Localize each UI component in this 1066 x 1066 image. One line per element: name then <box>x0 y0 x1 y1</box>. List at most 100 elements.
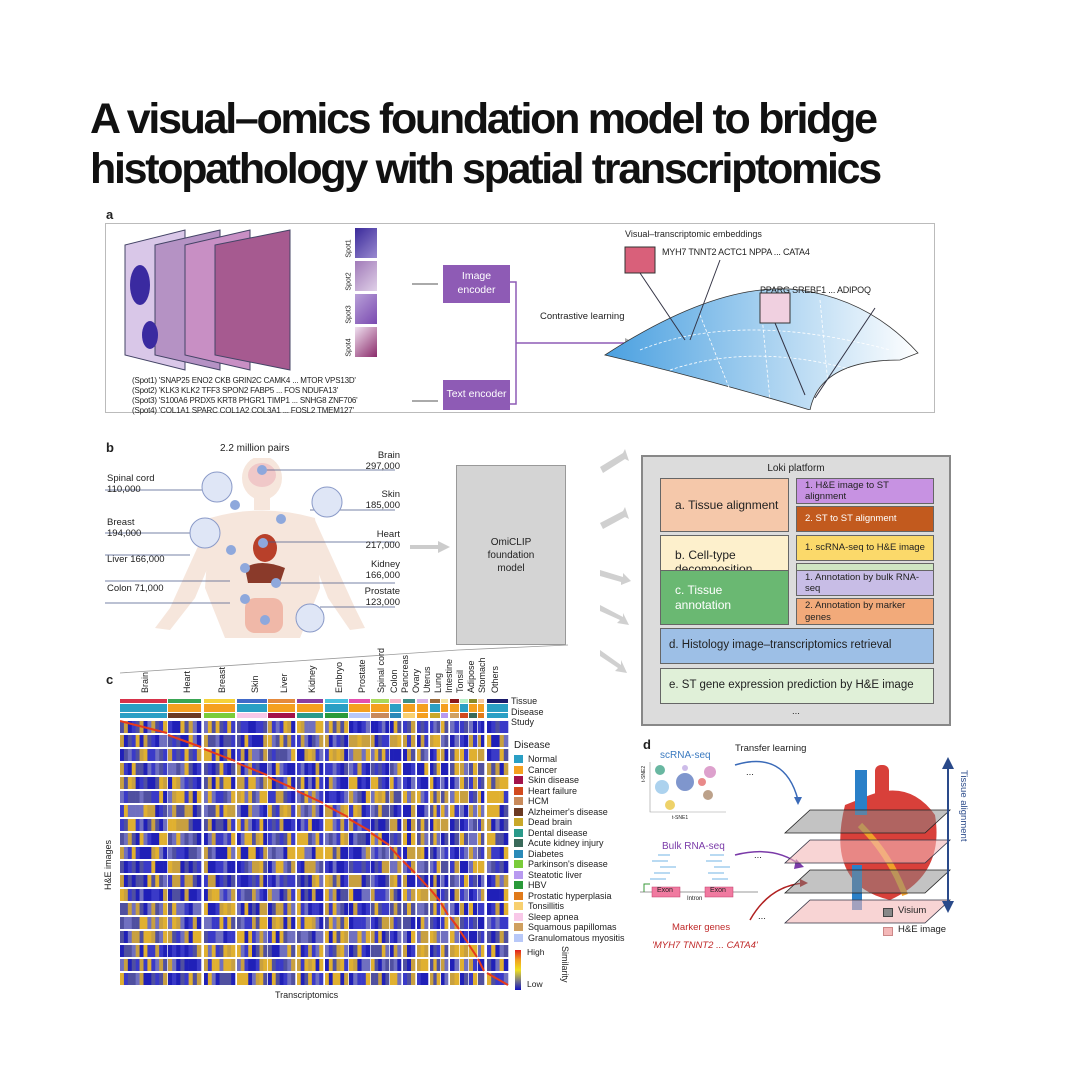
heatmap-block <box>204 959 236 971</box>
title-line-1: A visual–omics foundation model to bridg… <box>90 95 878 143</box>
heatmap-block <box>487 847 509 859</box>
legend-swatch <box>514 860 523 869</box>
heatmap-block <box>120 931 168 943</box>
heatmap-block <box>296 790 324 804</box>
disease-legend-item: Squamous papillomas <box>514 922 625 933</box>
heatmap-block <box>460 875 469 887</box>
heatmap-block <box>450 763 460 775</box>
disease-color-bar <box>441 704 448 712</box>
heatmap-block <box>469 721 478 733</box>
heatmap-block <box>487 777 509 789</box>
disease-legend-item: Diabetes <box>514 849 625 860</box>
heatmap-block <box>450 847 460 859</box>
heatmap-block <box>403 903 416 915</box>
heatmap-block <box>487 735 509 747</box>
study-color-bar <box>325 713 348 718</box>
heatmap-block <box>403 735 416 747</box>
heatmap-block <box>390 749 402 761</box>
heatmap-block <box>168 973 202 985</box>
heatmap-block <box>371 721 390 733</box>
heatmap-block <box>168 833 202 845</box>
heatmap-block <box>441 889 449 901</box>
heatmap-block <box>487 791 509 803</box>
disease-legend-item: Heart failure <box>514 786 625 797</box>
heatmap-block <box>403 889 416 901</box>
heatmap-block <box>168 917 202 929</box>
heatmap-block <box>268 903 296 915</box>
disease-color-bar <box>450 704 459 712</box>
heatmap-block <box>390 721 402 733</box>
heatmap-block <box>390 931 402 943</box>
heatmap-block <box>468 944 478 958</box>
histology-slides <box>124 229 291 371</box>
heatmap-block <box>417 973 429 985</box>
heatmap-block <box>430 959 441 971</box>
heatmap-block <box>487 917 509 929</box>
loki-annotation-marker: 2. Annotation by marker genes <box>796 598 934 625</box>
heatmap-block <box>403 847 416 859</box>
ellipsis: ... <box>758 911 766 922</box>
heatmap-block <box>237 973 268 985</box>
scrna-seq-label: scRNA-seq <box>660 750 711 761</box>
heatmap-block <box>460 889 469 901</box>
heatmap-block <box>325 749 349 761</box>
heatmap-block <box>430 903 441 915</box>
tissue-color-bar <box>325 699 348 703</box>
heatmap-block <box>324 804 349 818</box>
heatmap-block <box>120 847 168 859</box>
heatmap-block <box>237 791 268 803</box>
heatmap-block <box>478 749 485 761</box>
heatmap-block <box>237 959 268 971</box>
heatmap-block <box>268 875 296 887</box>
heatmap-block <box>237 903 268 915</box>
heatmap-block <box>441 721 449 733</box>
heatmap-block <box>390 875 402 887</box>
heatmap-block <box>325 833 349 845</box>
tissue-color-bar <box>204 699 235 703</box>
heatmap-block <box>237 889 268 901</box>
study-color-bar <box>120 713 167 718</box>
heatmap-block <box>478 763 485 775</box>
heatmap-block <box>487 903 509 915</box>
heatmap-block <box>268 973 296 985</box>
heatmap-block <box>460 749 469 761</box>
heatmap-block <box>469 777 478 789</box>
disease-color-bar <box>268 704 295 712</box>
heatmap-block <box>349 875 371 887</box>
heatmap-block <box>417 833 429 845</box>
study-color-bar <box>460 713 468 718</box>
study-color-bar <box>371 713 389 718</box>
heatmap-block <box>349 721 371 733</box>
heatmap-block <box>460 735 469 747</box>
legend-label: Steatotic liver <box>528 869 583 880</box>
heatmap-block <box>430 721 441 733</box>
heatmap-block <box>120 735 168 747</box>
heatmap-block <box>487 819 509 831</box>
heatmap-block <box>267 776 296 790</box>
heatmap-block <box>268 945 296 957</box>
study-color-bar <box>469 713 477 718</box>
row-label-study: Study <box>511 717 535 727</box>
disease-color-bar <box>478 704 484 712</box>
heatmap-block <box>120 945 168 957</box>
heatmap-block <box>203 748 236 762</box>
heatmap-block <box>430 777 441 789</box>
heatmap-block <box>204 721 236 733</box>
bulk-reads-diagram <box>640 854 758 898</box>
heatmap-block <box>297 833 324 845</box>
loki-he-to-st: 1. H&E image to ST alignment <box>796 478 934 504</box>
legend-swatch <box>514 923 523 932</box>
heatmap-block <box>449 916 460 930</box>
heatmap-block <box>441 763 449 775</box>
heatmap-block <box>403 931 416 943</box>
heatmap-block <box>325 735 349 747</box>
heatmap-block <box>168 889 202 901</box>
scale-high: High <box>527 947 545 957</box>
heatmap-block <box>478 945 485 957</box>
heatmap-block <box>237 945 268 957</box>
heatmap-block <box>268 833 296 845</box>
heatmap-block <box>325 819 349 831</box>
legend-swatch <box>514 849 523 858</box>
visium-swatch <box>883 908 893 917</box>
heatmap-block <box>349 945 371 957</box>
